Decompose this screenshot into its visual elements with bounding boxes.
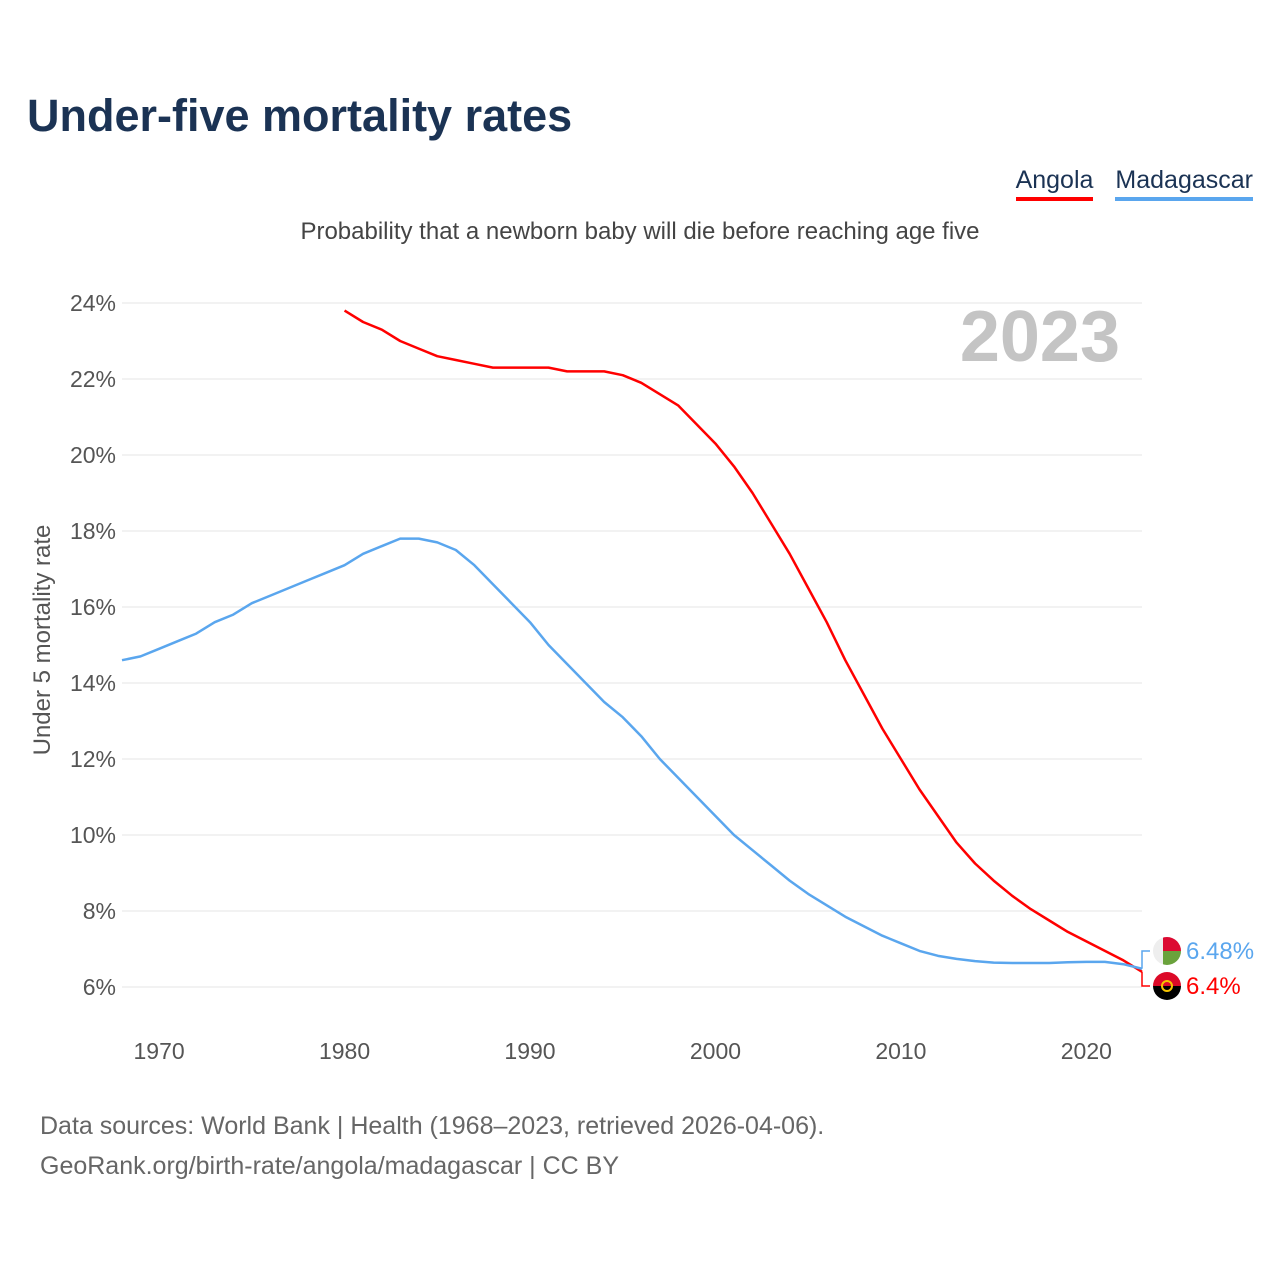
source-line-1: Data sources: World Bank | Health (1968–… xyxy=(40,1112,825,1140)
source: Data sources: World Bank | Health (1968–… xyxy=(40,1106,824,1186)
page-title: Under-five mortality rates xyxy=(27,90,573,141)
y-tick-label: 16% xyxy=(70,594,116,620)
y-tick-label: 14% xyxy=(70,670,116,696)
line-madagascar xyxy=(121,537,1143,970)
y-tick-label: 24% xyxy=(70,290,116,316)
line-angola xyxy=(343,309,1143,973)
y-tick-label: 8% xyxy=(83,898,116,924)
y-tick-label: 18% xyxy=(70,518,116,544)
flag-madagascar-icon xyxy=(1153,937,1181,965)
legend-angola[interactable]: Angola xyxy=(1015,166,1094,201)
y-tick-label: 6% xyxy=(83,974,116,1000)
subtitle: Probability that a newborn baby will die… xyxy=(300,218,980,245)
connector xyxy=(1141,971,1150,987)
x-tick-label: 2000 xyxy=(690,1038,741,1064)
x-tick-label: 2020 xyxy=(1061,1038,1112,1064)
x-tick-label: 1990 xyxy=(504,1038,555,1064)
year-label: 2023 xyxy=(960,297,1120,377)
end-label-angola: 6.4% xyxy=(1186,973,1241,1000)
x-tick-label: 2010 xyxy=(875,1038,926,1064)
flag-angola-icon xyxy=(1153,972,1181,1000)
legend-madagascar[interactable]: Madagascar xyxy=(1115,166,1253,201)
y-tick-label: 10% xyxy=(70,822,116,848)
end-label-madagascar: 6.48% xyxy=(1186,938,1254,965)
y-axis-label: Under 5 mortality rate xyxy=(29,525,56,756)
x-tick-label: 1980 xyxy=(319,1038,370,1064)
connector xyxy=(1141,950,1150,969)
x-tick-label: 1970 xyxy=(134,1038,185,1064)
y-tick-label: 12% xyxy=(70,746,116,772)
legend: Angola Madagascar xyxy=(1015,166,1253,201)
y-tick-label: 22% xyxy=(70,366,116,392)
source-line-2[interactable]: GeoRank.org/birth-rate/angola/madagascar… xyxy=(40,1152,620,1180)
y-tick-label: 20% xyxy=(70,442,116,468)
